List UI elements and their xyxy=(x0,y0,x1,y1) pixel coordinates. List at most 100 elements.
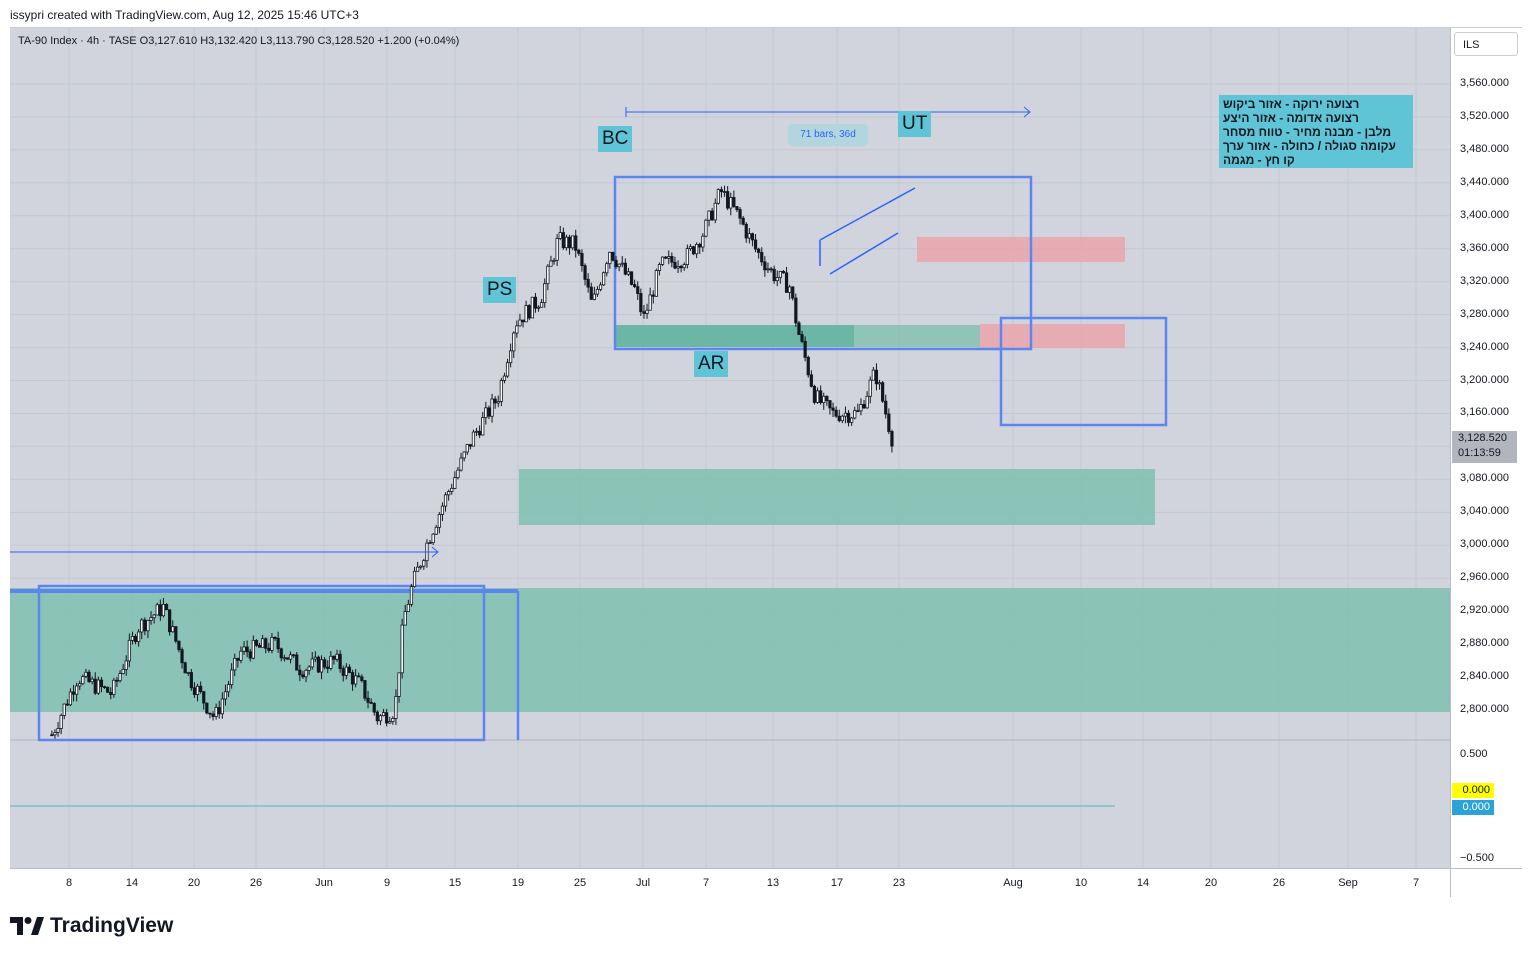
candle xyxy=(434,524,438,535)
candle xyxy=(146,619,150,639)
candle xyxy=(71,684,76,702)
candle xyxy=(881,380,885,403)
candle xyxy=(868,376,872,404)
x-tick-label: 14 xyxy=(125,877,139,889)
candle xyxy=(313,651,317,663)
y-tick-label: 3,240.000 xyxy=(1460,340,1509,353)
candle xyxy=(56,721,60,737)
candle xyxy=(143,617,147,636)
zones xyxy=(10,175,1450,742)
label-ut[interactable]: UT xyxy=(898,111,932,137)
candle xyxy=(81,674,85,685)
candle xyxy=(484,401,488,425)
candle xyxy=(481,411,485,436)
candle xyxy=(890,429,894,453)
candle xyxy=(68,688,73,707)
y-tick-label: 3,040.000 xyxy=(1460,505,1509,518)
candle xyxy=(682,262,686,271)
y-tick-label: 3,520.000 xyxy=(1460,109,1509,122)
candle xyxy=(226,680,231,698)
y-tick-label: 2,800.000 xyxy=(1460,703,1509,715)
candle xyxy=(778,270,782,284)
candle xyxy=(620,256,624,268)
candle xyxy=(310,651,314,670)
candle xyxy=(152,614,156,624)
chart-plot-area[interactable] xyxy=(10,28,1450,868)
candle xyxy=(217,700,221,719)
candle xyxy=(834,406,838,418)
candle xyxy=(819,385,823,405)
legend-box[interactable]: רצועה ירוקה - אזור ביקוש רצועה אדומה - א… xyxy=(1219,95,1413,168)
candle xyxy=(549,255,553,267)
candle xyxy=(741,215,745,226)
candle xyxy=(750,232,755,247)
candle xyxy=(208,712,212,719)
label-ar[interactable]: AR xyxy=(694,351,729,377)
candle xyxy=(273,636,277,641)
range-rect-distribution xyxy=(613,175,1033,351)
candle xyxy=(763,256,767,277)
candle xyxy=(174,626,178,644)
candle xyxy=(344,663,348,680)
candle xyxy=(106,686,110,693)
candle xyxy=(626,267,631,277)
y-tick-label: 3,280.000 xyxy=(1460,307,1509,320)
candle xyxy=(809,370,813,388)
candle xyxy=(112,677,116,698)
x-tick-label: Jul xyxy=(635,877,651,889)
candle xyxy=(536,305,541,312)
currency-button[interactable]: ILS xyxy=(1454,32,1518,56)
x-tick-label: 10 xyxy=(1074,877,1088,889)
symbol-ohlc-line[interactable]: TA-90 Index · 4h · TASE O3,127.610 H3,13… xyxy=(18,35,460,47)
candle xyxy=(245,640,249,658)
candle xyxy=(282,654,286,662)
candle xyxy=(332,655,336,665)
y-tick-label: 3,160.000 xyxy=(1460,406,1509,419)
y-tick-label: 2,960.000 xyxy=(1460,571,1509,584)
candle xyxy=(456,466,460,480)
candle xyxy=(87,669,91,683)
candle xyxy=(856,403,860,413)
legend-line: קו חץ - מגמה xyxy=(1223,153,1295,167)
candle xyxy=(233,653,237,677)
candle xyxy=(490,393,494,423)
bars-range-info[interactable]: 71 bars, 36d xyxy=(788,124,868,146)
candle xyxy=(691,245,696,256)
candle xyxy=(577,248,581,256)
candle xyxy=(440,502,445,522)
x-tick-label: Sep xyxy=(1338,877,1358,889)
candle xyxy=(719,186,724,198)
label-ps[interactable]: PS xyxy=(483,277,517,303)
candle xyxy=(884,394,888,419)
candle xyxy=(595,286,600,297)
candle xyxy=(561,227,565,250)
range-rect-accumulation xyxy=(37,584,486,742)
candle xyxy=(580,249,584,272)
candle xyxy=(400,618,404,679)
candle xyxy=(629,271,634,286)
candle xyxy=(837,409,841,423)
candle xyxy=(251,635,255,660)
candle xyxy=(422,558,426,570)
candle xyxy=(586,273,590,293)
y-tick-label: 3,320.000 xyxy=(1460,274,1509,287)
candle xyxy=(567,234,572,255)
candle xyxy=(623,258,627,276)
candle xyxy=(102,685,107,689)
candle xyxy=(140,618,144,640)
time-axis[interactable] xyxy=(10,868,1450,897)
x-tick-label: 7 xyxy=(1412,877,1420,889)
x-tick-label: 14 xyxy=(1136,877,1150,889)
label-bc[interactable]: BC xyxy=(598,126,633,152)
candle xyxy=(471,429,476,447)
candle xyxy=(326,660,330,674)
candle xyxy=(192,682,197,698)
y-tick-label: 3,480.000 xyxy=(1460,142,1509,155)
candle xyxy=(329,651,333,671)
tradingview-logo[interactable]: TradingView xyxy=(10,914,173,938)
candle xyxy=(781,270,786,274)
candle xyxy=(394,689,398,725)
price-chart[interactable] xyxy=(10,28,1450,868)
candle xyxy=(583,263,587,286)
candle xyxy=(236,657,240,668)
